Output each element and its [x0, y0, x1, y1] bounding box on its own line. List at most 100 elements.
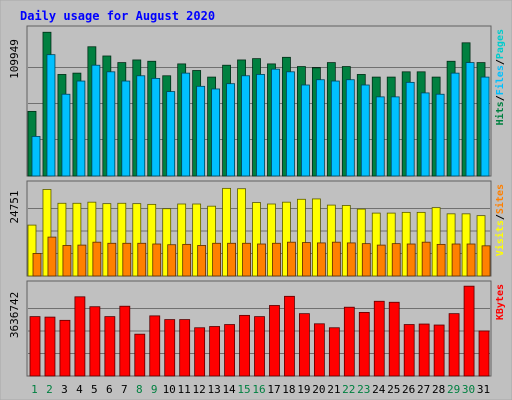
- x-tick-label: 17: [267, 383, 280, 396]
- x-tick-label: 29: [447, 383, 460, 396]
- bar-kbytes-day-undefined: [239, 314, 250, 377]
- bar-files-day-28: [435, 93, 445, 177]
- bar-sites-day-undefined: [167, 244, 177, 277]
- panel-2: 24751 Visits/Sites: [8, 180, 506, 277]
- bar-files-day-15: [241, 75, 250, 177]
- bar-sites-day-undefined: [257, 243, 266, 277]
- bar-visits-day-undefined: [267, 203, 276, 277]
- bar-files-day-29: [450, 72, 460, 177]
- bar-kbytes-day-undefined: [254, 316, 265, 377]
- bar-files-day-13: [211, 88, 221, 177]
- bar-kbytes-day-undefined: [388, 301, 400, 377]
- x-tick-label: 15: [237, 383, 250, 396]
- bar-sites-day-undefined: [197, 245, 207, 277]
- legend-visits: Visits: [494, 220, 506, 256]
- bar-files-day-22: [345, 79, 355, 177]
- bar-visits-day-undefined: [252, 202, 261, 277]
- x-tick-label: 3: [61, 383, 68, 396]
- bar-kbytes-day-undefined: [119, 305, 131, 377]
- legend-files: Files: [494, 65, 506, 95]
- bar-sites-day-undefined: [227, 242, 236, 277]
- bar-files-day-9: [151, 78, 161, 177]
- panel-legend: Visits/Sites: [494, 184, 506, 256]
- bar-files-day-10: [166, 91, 176, 177]
- x-tick-label: 20: [312, 383, 325, 396]
- bar-sites-day-undefined: [331, 241, 341, 277]
- x-tick-label: 30: [462, 383, 475, 396]
- bar-sites-day-undefined: [287, 241, 296, 277]
- bar-files-day-26: [405, 81, 415, 177]
- bar-kbytes-day-undefined: [418, 323, 430, 377]
- bar-files-day-5: [91, 64, 101, 177]
- bar-sites-day-undefined: [212, 242, 222, 277]
- x-tick-label: 2: [46, 383, 53, 396]
- bar-kbytes-day-undefined: [44, 316, 56, 377]
- y-tick-label: 3636742: [8, 292, 21, 338]
- bar-kbytes-day-undefined: [373, 300, 385, 377]
- bar-files-day-6: [106, 71, 116, 177]
- bar-visits-day-undefined: [371, 212, 381, 277]
- bar-sites-day-undefined: [361, 243, 371, 277]
- bar-kbytes-day-undefined: [403, 324, 415, 377]
- chart-panels: 109949Hits/Files/Pages24751Visits/Sites3…: [8, 25, 506, 377]
- bar-sites-day-undefined: [451, 243, 461, 277]
- bar-files-day-12: [196, 85, 206, 177]
- bar-visits-day-undefined: [42, 189, 52, 277]
- bar-files-day-30: [465, 62, 475, 177]
- bar-kbytes-day-undefined: [224, 324, 235, 377]
- bar-files-day-23: [360, 84, 370, 177]
- bar-files-day-8: [136, 75, 146, 177]
- legend-separator: /: [495, 95, 506, 101]
- panel-legend: KBytes: [495, 284, 506, 320]
- bar-files-day-31: [480, 76, 490, 177]
- bar-kbytes-day-undefined: [448, 313, 460, 377]
- bar-files-day-4: [76, 80, 86, 177]
- bar-kbytes-day-undefined: [478, 330, 490, 377]
- bar-kbytes-day-undefined: [194, 327, 206, 377]
- bar-visits-day-undefined: [282, 201, 291, 277]
- bar-sites-day-undefined: [242, 242, 251, 277]
- bar-visits-day-undefined: [102, 203, 112, 277]
- bar-sites-day-undefined: [406, 243, 416, 277]
- bar-visits-day-undefined: [297, 198, 306, 277]
- bar-files-day-18: [286, 71, 295, 177]
- y-tick-label: 109949: [8, 39, 21, 79]
- bar-visits-day-undefined: [147, 203, 157, 277]
- bar-kbytes-day-undefined: [328, 327, 340, 377]
- bar-visits-day-undefined: [162, 208, 172, 277]
- x-tick-label: 18: [282, 383, 295, 396]
- bar-kbytes-day-undefined: [164, 319, 176, 377]
- bar-files-day-17: [271, 68, 280, 177]
- bar-files-day-7: [121, 80, 131, 177]
- bar-sites-day-undefined: [92, 241, 102, 277]
- x-tick-label: 25: [387, 383, 400, 396]
- bar-visits-day-undefined: [87, 201, 97, 277]
- bar-kbytes-day-undefined: [463, 285, 475, 377]
- bar-files-day-25: [390, 96, 400, 177]
- bar-sites-day-undefined: [391, 243, 401, 277]
- bar-kbytes-day-undefined: [433, 324, 445, 377]
- bar-files-day-3: [61, 93, 71, 177]
- x-tick-label: 13: [207, 383, 220, 396]
- bar-kbytes-day-undefined: [74, 296, 86, 377]
- bar-files-day-21: [330, 80, 340, 177]
- x-axis-labels: 1 2 3 4 5 6 7 8 9 10 11 12 13 14 15 16 17 18 19 20 21 22 23 24 2…: [31, 383, 490, 396]
- x-tick-label: 24: [372, 383, 386, 396]
- bar-sites-day-undefined: [376, 244, 386, 277]
- panel-3: 3636742 KBytes: [8, 280, 506, 377]
- bar-kbytes-day-undefined: [269, 305, 280, 377]
- x-tick-label: 1: [31, 383, 38, 396]
- bar-sites-day-undefined: [137, 242, 147, 277]
- x-tick-label: 14: [222, 383, 236, 396]
- bar-files-day-2: [46, 54, 56, 177]
- bar-files-day-20: [315, 79, 325, 177]
- bar-sites-day-undefined: [346, 242, 356, 277]
- x-tick-label: 6: [106, 383, 113, 396]
- bar-sites-day-undefined: [77, 244, 87, 277]
- bar-files-day-16: [256, 74, 265, 177]
- bar-files-day-11: [181, 72, 191, 177]
- legend-sites: Sites: [494, 184, 506, 214]
- bar-visits-day-undefined: [356, 208, 366, 277]
